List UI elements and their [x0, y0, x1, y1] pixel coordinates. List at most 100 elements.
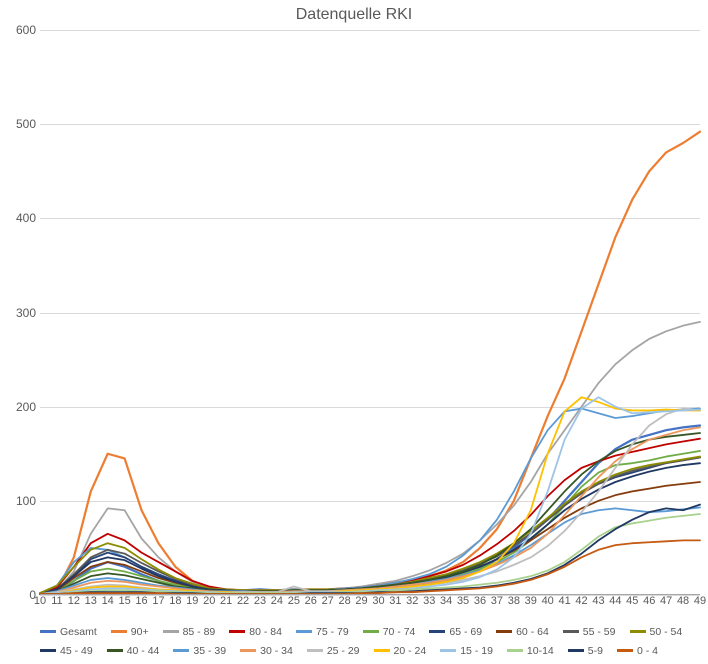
legend-item-60---64[interactable]: 60 - 64 — [496, 626, 549, 638]
xtick-label-43: 43 — [592, 595, 604, 607]
legend-swatch-65---69 — [429, 630, 445, 633]
legend-item-35---39[interactable]: 35 - 39 — [173, 645, 226, 657]
legend-item-45---49[interactable]: 45 - 49 — [40, 645, 93, 657]
legend-label-90-: 90+ — [131, 626, 149, 638]
legend-swatch-gesamt — [40, 630, 56, 633]
legend-label-75---79: 75 - 79 — [316, 626, 349, 638]
xtick-label-27: 27 — [322, 595, 334, 607]
legend-label-50---54: 50 - 54 — [650, 626, 683, 638]
legend-item-40---44[interactable]: 40 - 44 — [107, 645, 160, 657]
legend-swatch-25---29 — [307, 649, 323, 652]
xtick-label-46: 46 — [643, 595, 655, 607]
chart-legend: Gesamt 90+ 85 - 89 80 - 84 75 - 79 70 - 74 65 … — [40, 622, 700, 662]
xtick-label-13: 13 — [85, 595, 97, 607]
legend-label-55---59: 55 - 59 — [583, 626, 616, 638]
legend-swatch-80---84 — [229, 630, 245, 633]
ytick-label-500: 500 — [4, 117, 36, 131]
xtick-label-12: 12 — [68, 595, 80, 607]
chart-title: Datenquelle RKI — [0, 6, 708, 24]
xtick-label-24: 24 — [271, 595, 283, 607]
xtick-label-19: 19 — [186, 595, 198, 607]
legend-label-35---39: 35 - 39 — [193, 645, 226, 657]
legend-label-15---19: 15 - 19 — [460, 645, 493, 657]
xtick-label-16: 16 — [135, 595, 147, 607]
legend-label-60---64: 60 - 64 — [516, 626, 549, 638]
xtick-label-42: 42 — [575, 595, 587, 607]
chart-container: Datenquelle RKI 0 100 200 300 400 500 600 10 11… — [0, 0, 708, 664]
x-axis-labels: 10 11 12 13 14 15 16 17 18 19 20 21 22 23 24 25 26 27 28 29… — [40, 595, 700, 611]
legend-label-65---69: 65 - 69 — [449, 626, 482, 638]
xtick-label-10: 10 — [34, 595, 46, 607]
ytick-label-600: 600 — [4, 23, 36, 37]
xtick-label-28: 28 — [338, 595, 350, 607]
legend-item-50---54[interactable]: 50 - 54 — [630, 626, 683, 638]
legend-label-20---24: 20 - 24 — [394, 645, 427, 657]
xtick-label-49: 49 — [694, 595, 706, 607]
legend-row-1: 45 - 49 40 - 44 35 - 39 30 - 34 25 - 29 20 - … — [40, 641, 700, 660]
legend-swatch-5-9 — [568, 649, 584, 652]
legend-label-25---29: 25 - 29 — [327, 645, 360, 657]
legend-item-15---19[interactable]: 15 - 19 — [440, 645, 493, 657]
legend-item-80---84[interactable]: 80 - 84 — [229, 626, 282, 638]
legend-label-30---34: 30 - 34 — [260, 645, 293, 657]
legend-label-5-9: 5-9 — [588, 645, 603, 657]
xtick-label-37: 37 — [491, 595, 503, 607]
legend-label-80---84: 80 - 84 — [249, 626, 282, 638]
legend-item-85---89[interactable]: 85 - 89 — [163, 626, 216, 638]
line-series-85---89 — [40, 322, 700, 594]
legend-swatch-85---89 — [163, 630, 179, 633]
ytick-label-0: 0 — [4, 588, 36, 602]
plot-area: 0 100 200 300 400 500 600 10 11 12 13 14 15 16 17 18 19… — [40, 30, 700, 595]
legend-item-55---59[interactable]: 55 - 59 — [563, 626, 616, 638]
legend-label-70---74: 70 - 74 — [383, 626, 416, 638]
legend-item-5-9[interactable]: 5-9 — [568, 645, 603, 657]
legend-swatch-30---34 — [240, 649, 256, 652]
xtick-label-26: 26 — [305, 595, 317, 607]
line-series-90- — [40, 132, 700, 594]
legend-swatch-45---49 — [40, 649, 56, 652]
xtick-label-17: 17 — [152, 595, 164, 607]
legend-label-gesamt: Gesamt — [60, 626, 97, 638]
legend-item-75---79[interactable]: 75 - 79 — [296, 626, 349, 638]
xtick-label-40: 40 — [542, 595, 554, 607]
legend-swatch-0---4 — [617, 649, 633, 652]
legend-label-45---49: 45 - 49 — [60, 645, 93, 657]
legend-item-gesamt[interactable]: Gesamt — [40, 626, 97, 638]
xtick-label-47: 47 — [660, 595, 672, 607]
legend-row-0: Gesamt 90+ 85 - 89 80 - 84 75 - 79 70 - 74 65 … — [40, 622, 700, 641]
legend-swatch-75---79 — [296, 630, 312, 633]
xtick-label-39: 39 — [525, 595, 537, 607]
ytick-label-200: 200 — [4, 400, 36, 414]
legend-item-90-[interactable]: 90+ — [111, 626, 149, 638]
legend-item-65---69[interactable]: 65 - 69 — [429, 626, 482, 638]
legend-item-0---4[interactable]: 0 - 4 — [617, 645, 658, 657]
legend-swatch-90- — [111, 630, 127, 633]
legend-swatch-35---39 — [173, 649, 189, 652]
legend-item-25---29[interactable]: 25 - 29 — [307, 645, 360, 657]
legend-item-70---74[interactable]: 70 - 74 — [363, 626, 416, 638]
xtick-label-35: 35 — [457, 595, 469, 607]
legend-item-30---34[interactable]: 30 - 34 — [240, 645, 293, 657]
legend-swatch-60---64 — [496, 630, 512, 633]
xtick-label-11: 11 — [51, 595, 62, 607]
legend-swatch-10-14 — [507, 649, 523, 652]
xtick-label-32: 32 — [406, 595, 418, 607]
xtick-label-29: 29 — [355, 595, 367, 607]
xtick-label-22: 22 — [237, 595, 249, 607]
ytick-label-300: 300 — [4, 306, 36, 320]
legend-item-20---24[interactable]: 20 - 24 — [374, 645, 427, 657]
legend-label-0---4: 0 - 4 — [637, 645, 658, 657]
xtick-label-31: 31 — [389, 595, 401, 607]
legend-swatch-55---59 — [563, 630, 579, 633]
legend-swatch-40---44 — [107, 649, 123, 652]
legend-item-10-14[interactable]: 10-14 — [507, 645, 554, 657]
legend-swatch-20---24 — [374, 649, 390, 652]
xtick-label-36: 36 — [474, 595, 486, 607]
legend-swatch-70---74 — [363, 630, 379, 633]
xtick-label-23: 23 — [254, 595, 266, 607]
xtick-label-20: 20 — [203, 595, 215, 607]
xtick-label-30: 30 — [372, 595, 384, 607]
xtick-label-38: 38 — [508, 595, 520, 607]
xtick-label-25: 25 — [288, 595, 300, 607]
xtick-label-33: 33 — [423, 595, 435, 607]
